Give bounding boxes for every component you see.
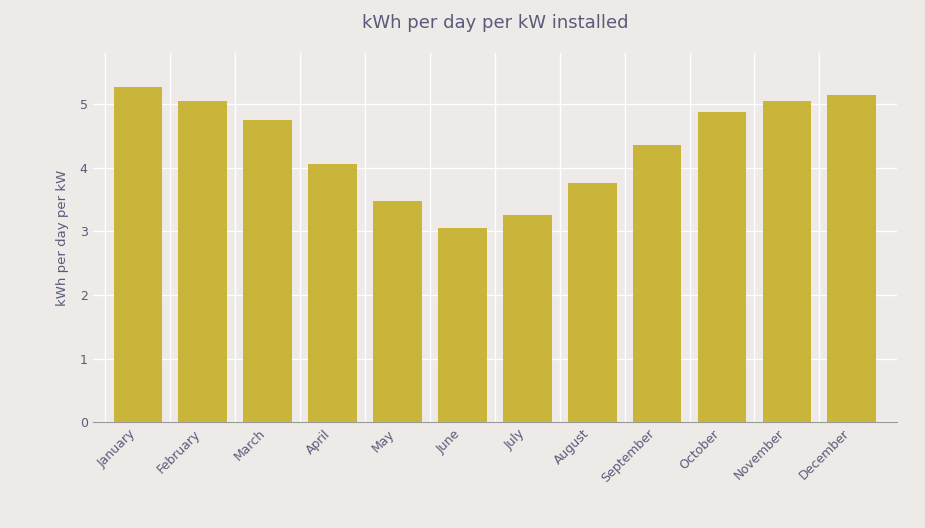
Bar — [762, 101, 811, 422]
Bar — [243, 120, 292, 422]
Bar — [373, 201, 422, 422]
Bar — [438, 228, 487, 422]
Bar — [503, 215, 551, 422]
Bar — [568, 183, 617, 422]
Bar — [308, 164, 357, 422]
Y-axis label: kWh per day per kW: kWh per day per kW — [56, 169, 68, 306]
Bar — [697, 112, 746, 422]
Bar — [828, 95, 876, 422]
Bar — [633, 145, 682, 422]
Bar — [114, 87, 162, 422]
Title: kWh per day per kW installed: kWh per day per kW installed — [362, 14, 628, 32]
Bar — [179, 101, 228, 422]
